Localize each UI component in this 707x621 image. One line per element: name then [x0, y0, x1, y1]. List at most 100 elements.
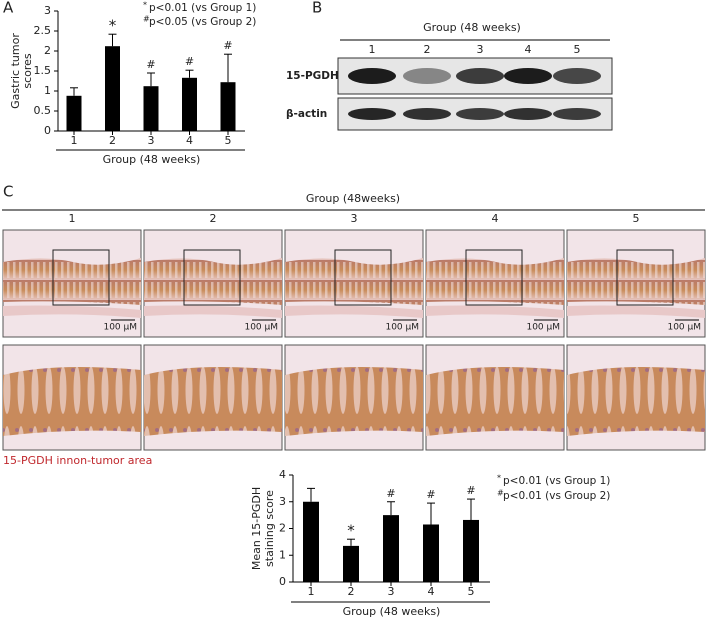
significance-mark: #	[386, 487, 395, 500]
significance-mark: #	[426, 488, 435, 501]
tissue-zoom	[144, 366, 282, 436]
y-tick-label: 0	[44, 124, 51, 137]
note-symbol: *	[497, 474, 501, 483]
panel-label: A	[3, 0, 14, 17]
tissue	[567, 258, 705, 305]
y-tick-label: 2.5	[34, 24, 52, 37]
y-tick-label: 1.5	[34, 64, 52, 77]
y-axis-label: Mean 15-PGDH	[250, 487, 263, 570]
y-axis-label: scores	[21, 53, 34, 89]
scale-bar-label: 100 μM	[103, 323, 137, 333]
bar	[383, 515, 399, 582]
bar	[66, 95, 82, 131]
lane-label: 1	[369, 43, 376, 56]
tissue-zoom	[426, 366, 564, 436]
blot-band	[403, 68, 451, 84]
scale-bar-label: 100 μM	[385, 323, 419, 333]
panel-label: B	[312, 0, 322, 17]
blot-band	[553, 68, 601, 84]
submucosa	[567, 305, 705, 318]
scale-bar-label: 100 μM	[667, 323, 701, 333]
inset-box	[334, 249, 392, 306]
error-bar	[387, 501, 395, 516]
bar	[423, 524, 439, 582]
x-tick-label: 1	[308, 585, 315, 598]
y-tick-label: 1	[44, 84, 51, 97]
error-bar	[185, 69, 194, 78]
bar	[105, 46, 120, 132]
error-bar	[108, 33, 117, 47]
note-symbol: #	[143, 15, 150, 24]
submucosa	[426, 305, 564, 318]
blot-row-label: β-actin	[286, 108, 327, 120]
submucosa	[3, 305, 141, 318]
bar	[220, 82, 236, 131]
lane-label: 5	[574, 43, 581, 56]
error-bar	[224, 53, 232, 83]
blot-band	[504, 108, 552, 120]
column-label: 2	[210, 212, 217, 225]
blot-band	[504, 68, 552, 84]
scale-bar-label: 100 μM	[526, 323, 560, 333]
y-tick-label: 3	[44, 4, 51, 17]
bar	[182, 77, 197, 131]
error-bar	[147, 72, 155, 87]
x-tick-label: 3	[148, 134, 155, 147]
bar	[303, 501, 319, 582]
column-label: 3	[351, 212, 358, 225]
panel-label: C	[3, 183, 13, 201]
x-tick-label: 4	[428, 585, 435, 598]
histology-title: Group (48weeks)	[306, 192, 400, 205]
submucosa	[285, 305, 423, 318]
y-tick-label: 4	[279, 468, 286, 481]
inset-box	[183, 249, 241, 306]
bar	[463, 519, 479, 582]
caption: 15-PGDH innon-tumor area	[3, 454, 152, 467]
bar	[143, 86, 159, 131]
significance-mark: #	[466, 484, 475, 497]
note-text: p<0.05 (vs Group 2)	[149, 16, 256, 28]
significance-mark: #	[185, 55, 194, 68]
tissue-zoom	[285, 366, 423, 436]
error-bar	[307, 487, 315, 502]
blot-band	[348, 108, 396, 120]
note-text: p<0.01 (vs Group 1)	[503, 475, 610, 487]
column-label: 5	[633, 212, 640, 225]
submucosa	[144, 305, 282, 318]
blot-band	[403, 108, 451, 120]
x-tick-label: 2	[109, 134, 116, 147]
blot-band	[456, 68, 504, 84]
inset-box	[616, 249, 674, 306]
column-label: 4	[492, 212, 499, 225]
lane-label: 4	[525, 43, 532, 56]
x-axis-label: Group (48 weeks)	[343, 605, 441, 618]
note-symbol: #	[497, 489, 504, 498]
x-axis-label: Group (48 weeks)	[103, 153, 201, 166]
tissue	[285, 258, 423, 305]
y-tick-label: 2	[279, 522, 286, 535]
inset-box	[52, 249, 110, 306]
significance-mark: *	[109, 17, 117, 35]
significance-mark: #	[146, 58, 155, 71]
note-text: p<0.01 (vs Group 1)	[149, 2, 256, 14]
significance-mark: *	[347, 522, 355, 540]
x-tick-label: 1	[71, 134, 78, 147]
scale-bar-label: 100 μM	[244, 323, 278, 333]
inset-box	[465, 249, 523, 306]
y-tick-label: 0	[279, 575, 286, 588]
x-tick-label: 3	[388, 585, 395, 598]
column-label: 1	[69, 212, 76, 225]
note-text: p<0.01 (vs Group 2)	[503, 490, 610, 502]
tissue	[426, 258, 564, 305]
x-tick-label: 4	[186, 134, 193, 147]
y-tick-label: 3	[279, 495, 286, 508]
x-tick-label: 5	[225, 134, 232, 147]
y-axis-label: Gastric tumor	[9, 33, 22, 109]
tissue-zoom	[3, 366, 141, 436]
error-bar	[467, 498, 475, 520]
blot-band	[553, 108, 601, 120]
blot-band	[456, 108, 504, 120]
y-tick-label: 0.5	[34, 104, 52, 117]
y-axis-label: staining score	[263, 490, 276, 567]
tissue	[3, 258, 141, 305]
